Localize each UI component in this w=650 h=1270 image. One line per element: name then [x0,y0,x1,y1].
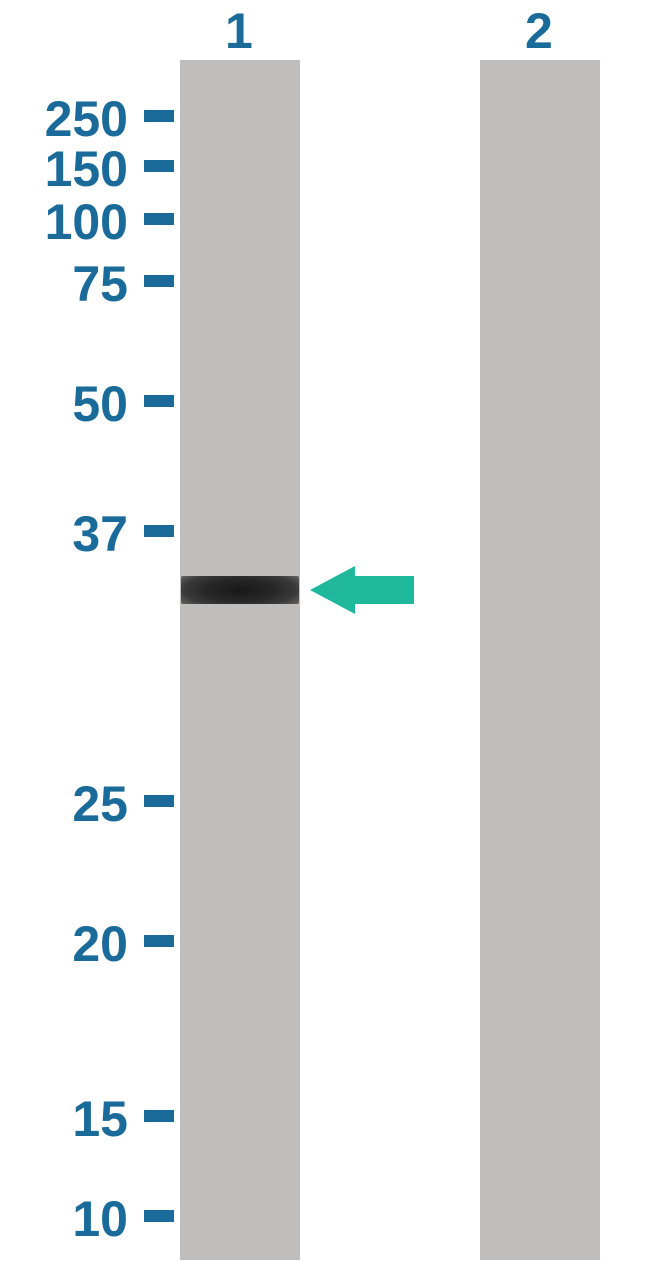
marker-dash-15 [144,1110,174,1122]
marker-label-100: 100 [18,193,128,251]
lane-2-label: 2 [525,2,553,60]
marker-label-150: 150 [18,140,128,198]
marker-label-10: 10 [18,1190,128,1248]
marker-dash-37 [144,525,174,537]
marker-dash-250 [144,110,174,122]
arrow-head-icon [310,566,355,614]
marker-dash-25 [144,795,174,807]
lane-1 [180,60,300,1260]
lane-1-label: 1 [225,2,253,60]
marker-label-50: 50 [18,375,128,433]
marker-dash-150 [144,160,174,172]
marker-dash-75 [144,275,174,287]
arrow-shaft [354,576,414,604]
band-lane-1 [181,576,299,604]
marker-label-25: 25 [18,775,128,833]
marker-label-20: 20 [18,915,128,973]
marker-dash-10 [144,1210,174,1222]
marker-dash-100 [144,213,174,225]
lane-2 [480,60,600,1260]
western-blot-figure: 1 2 250 150 100 75 50 37 25 20 15 10 [0,0,650,1270]
marker-label-75: 75 [18,255,128,313]
marker-dash-20 [144,935,174,947]
marker-label-37: 37 [18,505,128,563]
marker-label-15: 15 [18,1090,128,1148]
marker-dash-50 [144,395,174,407]
